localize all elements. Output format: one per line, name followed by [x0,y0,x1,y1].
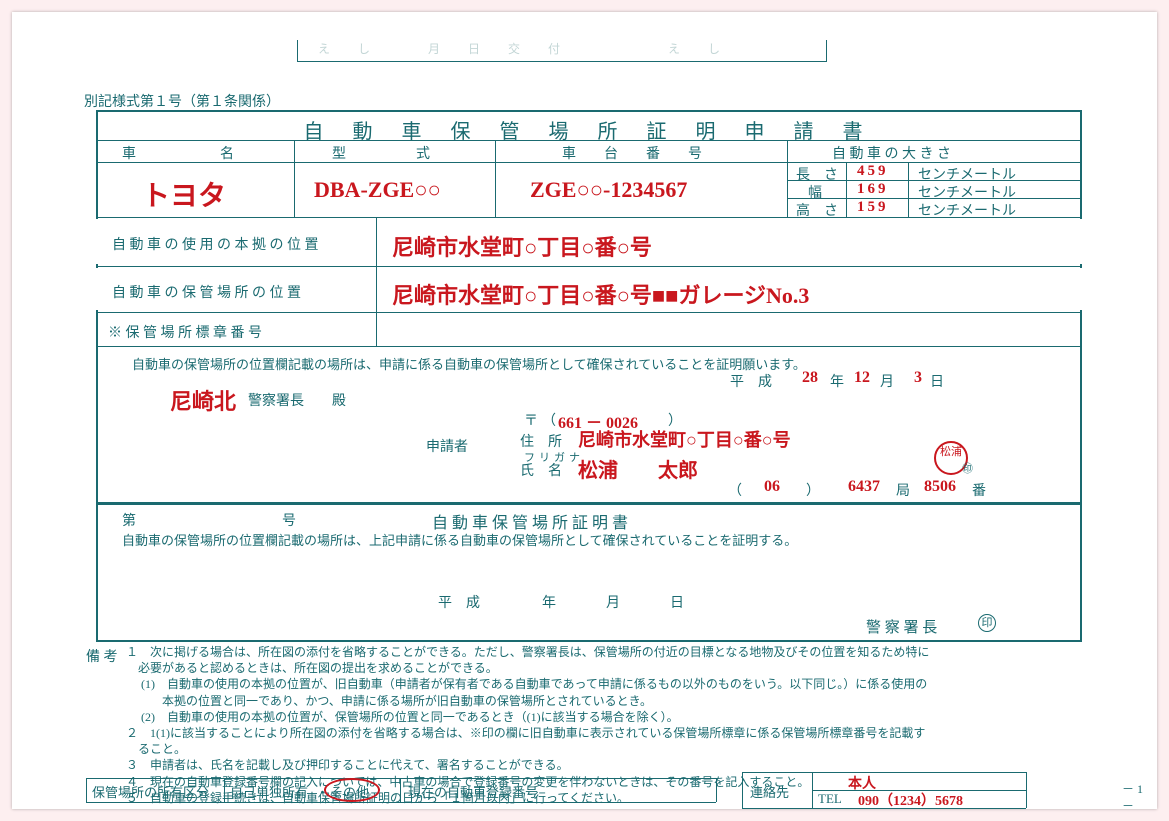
wid-label: 幅 [808,182,822,202]
mo1: 月 [880,371,894,391]
dy2: 日 [670,592,684,612]
dy1: 日 [930,371,944,391]
yr2: 年 [542,592,556,612]
police-station: 尼崎北 [170,384,236,416]
ownership-label: 保管場所の所有区分 [92,782,209,801]
tel-area: 06 [764,478,780,496]
top-faint-strip: えし 月日 交付 えし [297,40,827,62]
usage-loc-label: 自 動 車 の 使 用 の 本 拠 の 位 置 [112,234,319,254]
height-value: 159 [857,199,889,216]
address: 尼崎市水堂町○丁目○番○号 [578,426,791,452]
police-suffix: 警察署長 [248,390,304,410]
app-year: 28 [802,369,818,387]
cert-no-suffix: 号 [282,510,296,530]
length-value: 459 [857,163,889,180]
paper-sheet: えし 月日 交付 えし 別記様式第１号（第１条関係） 自 動 車 保 管 場 所… [12,12,1157,809]
signer-seal: 印 [978,614,996,632]
tel-num: 8506 [924,478,956,496]
hdr-model: 型 式 [332,143,430,163]
own-self: 自己単独所有 [230,782,308,801]
hgt-label: 高 さ [796,200,838,220]
tel-label: TEL [818,791,842,807]
width-value: 169 [857,181,889,198]
cert-text: 自動車の保管場所の位置欄記載の場所は、上記申請に係る自動車の保管場所として確保さ… [122,530,797,549]
cert-no-prefix: 第 [122,510,136,530]
sticker-no-label: ※ 保 管 場 所 標 章 番 号 [108,322,262,342]
cert-signer: 警 察 署 長 [866,616,937,637]
current-reg-label: 現在の自動車登録番号 [408,782,538,801]
seal-mark: ㊞ [962,460,973,476]
tel-ex: 6437 [848,478,880,496]
chassis-value: ZGE○○-1234567 [530,177,687,203]
addr-label: 住 所 [520,431,562,451]
name-label: 氏 名 [520,460,562,480]
car-name-value: トヨタ [142,174,226,214]
cert-request-text: 自動車の保管場所の位置欄記載の場所は、申請に係る自動車の保管場所として確保されて… [132,354,806,373]
era2: 平 成 [438,592,480,612]
storage-loc-value: 尼崎市水堂町○丁目○番○号■■ガレージNo.3 [392,278,809,310]
remarks-label: 備 考 [86,646,118,666]
usage-loc-value: 尼崎市水堂町○丁目○番○号 [392,230,652,262]
applicant-label: 申請者 [426,436,468,456]
len-label: 長 さ [796,164,838,184]
hdr-size: 自 動 車 の 大 き さ [832,143,951,163]
unit1: センチメートル [918,164,1016,184]
unit3: センチメートル [918,200,1016,220]
contact-label: 連絡先 [750,782,789,801]
mo2: 月 [606,592,620,612]
form-id: 別記様式第１号（第１条関係） [84,91,280,111]
app-month: 12 [854,369,870,387]
page-no: － 1 － [1122,780,1157,814]
ownership-circle [324,778,380,802]
police-hon: 殿 [332,390,346,410]
storage-loc-label: 自 動 車 の 保 管 場 所 の 位 置 [112,282,301,302]
applicant-name: 松浦 太郎 [578,454,698,483]
tel-num-label: 番 [972,480,986,500]
tel-ex-label: 局 [896,480,910,500]
model-value: DBA-ZGE○○ [314,177,441,203]
hdr-chassis: 車 台 番 号 [562,143,702,163]
era1: 平 成 [730,371,772,391]
yr1: 年 [830,371,844,391]
app-day: 3 [914,369,922,387]
hdr-car-name: 車 名 [122,143,234,163]
postal-mark: 〒 [524,410,538,430]
contact-tel: 090（1234）5678 [858,790,963,810]
unit2: センチメートル [918,182,1016,202]
